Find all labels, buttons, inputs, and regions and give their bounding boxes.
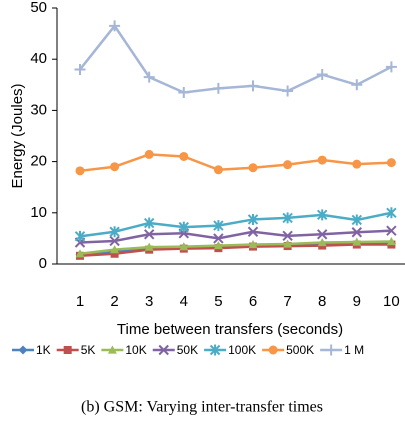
point: [179, 151, 189, 161]
point: [352, 159, 362, 169]
point: [386, 236, 396, 246]
point: [110, 249, 119, 258]
x-axis-label: Time between transfers (seconds): [117, 321, 343, 338]
legend-marker: [209, 344, 221, 356]
legend-item: 1K: [12, 343, 51, 357]
x-tick-label: 5: [214, 293, 222, 310]
series-line: [79, 229, 392, 244]
legend-item: 100K: [204, 343, 256, 357]
legend-item: 1 M: [320, 343, 364, 357]
y-axis-label: Energy (Joules): [9, 83, 26, 188]
point: [109, 20, 121, 32]
x-tick-label: 9: [353, 293, 361, 310]
point: [248, 240, 258, 249]
legend-item: 5K: [56, 343, 96, 357]
point: [351, 214, 363, 226]
y-tick-label: 20: [30, 153, 47, 170]
legend-label: 5K: [81, 343, 96, 357]
series-line: [79, 211, 392, 238]
point: [213, 165, 223, 175]
point: [143, 229, 155, 240]
y-tick-label: 50: [30, 0, 47, 16]
point: [213, 233, 224, 244]
x-tick-label: 4: [180, 293, 188, 310]
x-tick-label: 8: [318, 293, 326, 310]
point: [213, 220, 224, 232]
point: [247, 226, 259, 237]
point: [178, 86, 190, 98]
x-tick-label: 10: [383, 293, 400, 310]
point: [143, 217, 155, 229]
legend-marker: [18, 345, 28, 355]
point: [283, 160, 293, 170]
point: [213, 241, 223, 250]
point: [385, 61, 397, 73]
y-tick-label: 0: [39, 255, 47, 272]
point: [75, 166, 85, 176]
point: [212, 82, 224, 94]
point: [74, 230, 86, 242]
point: [75, 249, 85, 258]
series-line: [79, 240, 392, 256]
point: [316, 69, 328, 81]
legend-label: 100K: [228, 343, 256, 357]
legend-item: 50K: [152, 343, 198, 357]
point: [110, 162, 120, 172]
point: [351, 79, 363, 91]
legend-marker: [158, 344, 169, 356]
y-tick-label: 40: [30, 50, 47, 67]
legend-label: 1K: [36, 343, 51, 357]
x-tick-label: 1: [76, 293, 84, 310]
series-line: [79, 23, 392, 94]
point: [317, 155, 327, 165]
point: [386, 225, 397, 236]
point: [248, 163, 258, 173]
point: [247, 80, 259, 92]
y-tick-label: 10: [30, 204, 47, 221]
caption: (b) GSM: Varying inter-transfer times: [81, 399, 323, 416]
point: [352, 237, 362, 246]
point: [144, 149, 154, 159]
point: [179, 242, 189, 251]
point: [351, 227, 363, 238]
legend-label: 10K: [125, 343, 146, 357]
y-tick-label: 30: [30, 101, 47, 118]
point: [109, 226, 120, 238]
legend-label: 500K: [286, 343, 314, 357]
legend-marker: [268, 345, 278, 355]
legend-marker: [107, 345, 117, 354]
point: [144, 242, 154, 251]
point: [386, 207, 397, 219]
legend-item: 500K: [262, 343, 314, 357]
legend-item: 10K: [101, 343, 147, 357]
point: [110, 245, 120, 254]
point: [282, 230, 293, 242]
legend-marker: [325, 344, 337, 356]
legend-label: 50K: [177, 343, 198, 357]
point: [74, 63, 86, 75]
point: [386, 158, 396, 168]
legend-marker: [63, 346, 72, 354]
point: [109, 235, 120, 247]
series-line: [79, 153, 392, 173]
legend-label: 1 M: [344, 343, 364, 357]
series-line: [79, 243, 392, 258]
point: [316, 229, 328, 240]
x-tick-label: 7: [283, 293, 291, 310]
x-tick-label: 6: [249, 293, 257, 310]
point: [316, 209, 328, 221]
x-tick-label: 3: [145, 293, 153, 310]
point: [317, 237, 327, 247]
x-tick-label: 2: [110, 293, 118, 310]
point: [143, 71, 155, 83]
point: [247, 213, 259, 225]
point: [282, 212, 293, 224]
point: [282, 85, 294, 97]
point: [283, 239, 293, 248]
point: [178, 221, 190, 233]
